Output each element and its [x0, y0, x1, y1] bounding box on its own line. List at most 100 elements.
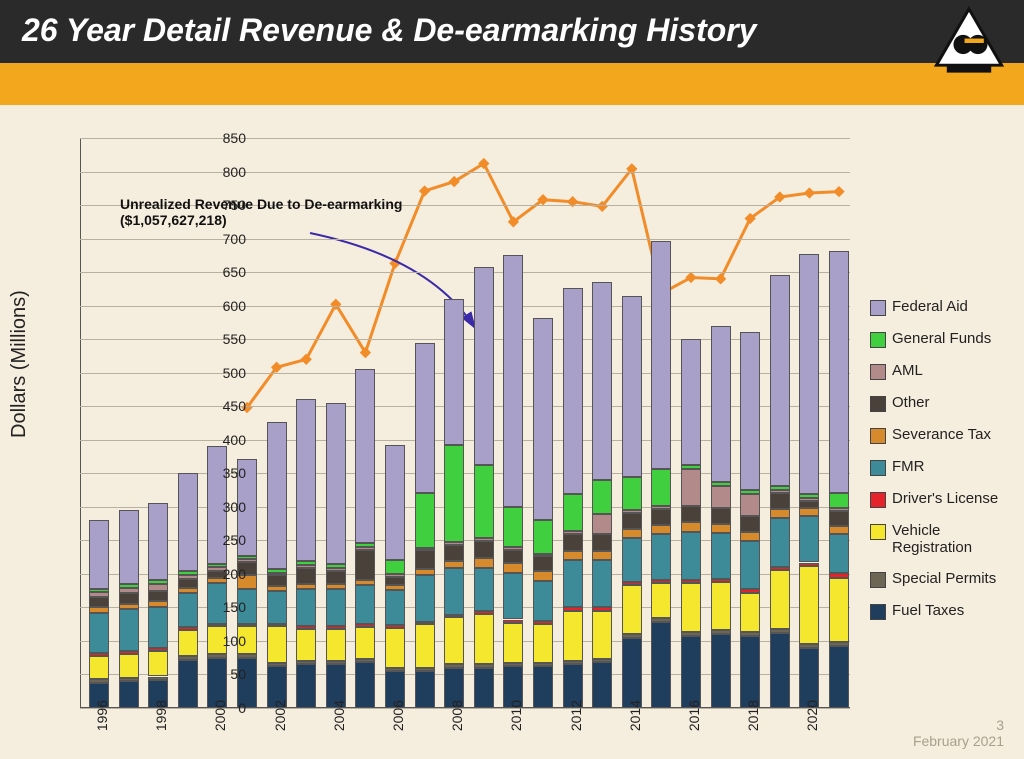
seg-general_funds — [267, 569, 287, 572]
seg-special_permits — [237, 654, 257, 657]
seg-federal_aid — [740, 332, 760, 490]
seg-general_funds — [592, 480, 612, 514]
seg-severance — [178, 588, 198, 593]
seg-fuel_taxes — [770, 633, 790, 708]
seg-special_permits — [178, 656, 198, 659]
seg-vehicle_reg — [770, 570, 790, 629]
x-tick-label: 1998 — [153, 700, 169, 731]
legend-swatch-icon — [870, 428, 886, 444]
seg-general_funds — [148, 580, 168, 584]
x-tick-label: 2000 — [212, 700, 228, 731]
seg-other — [711, 508, 731, 524]
x-tick-label: 2018 — [745, 700, 761, 731]
annotation-line1: Unrealized Revenue Due to De-earmarking — [120, 196, 402, 212]
gridline — [80, 138, 850, 139]
seg-fuel_taxes — [355, 662, 375, 708]
seg-aml — [237, 559, 257, 562]
legend-swatch-icon — [870, 604, 886, 620]
seg-special_permits — [799, 644, 819, 648]
seg-general_funds — [237, 556, 257, 559]
seg-aml — [326, 568, 346, 571]
seg-vehicle_reg — [622, 585, 642, 633]
seg-special_permits — [651, 618, 671, 622]
seg-federal_aid — [355, 369, 375, 543]
y-tick-label: 800 — [223, 164, 246, 180]
seg-other — [385, 577, 405, 585]
seg-drivers_license — [474, 611, 494, 614]
seg-drivers_license — [681, 580, 701, 583]
seg-vehicle_reg — [89, 656, 109, 679]
y-tick-label: 250 — [223, 532, 246, 548]
seg-fuel_taxes — [829, 646, 849, 708]
seg-drivers_license — [119, 651, 139, 654]
seg-other — [563, 534, 583, 551]
seg-drivers_license — [651, 580, 671, 583]
gridline — [80, 306, 850, 307]
seg-fmr — [267, 591, 287, 623]
legend-item-federal_aid: Federal Aid — [870, 298, 1020, 316]
seg-vehicle_reg — [296, 629, 316, 661]
seg-federal_aid — [681, 339, 701, 465]
seg-fuel_taxes — [592, 662, 612, 708]
seg-other — [503, 550, 523, 563]
seg-federal_aid — [119, 510, 139, 584]
seg-aml — [740, 494, 760, 515]
seg-general_funds — [622, 477, 642, 511]
seg-federal_aid — [592, 282, 612, 480]
legend-item-aml: AML — [870, 362, 1020, 380]
seg-fuel_taxes — [799, 648, 819, 708]
gridline — [80, 272, 850, 273]
seg-federal_aid — [770, 275, 790, 486]
seg-fuel_taxes — [622, 638, 642, 708]
seg-special_permits — [829, 642, 849, 646]
seg-aml — [119, 588, 139, 593]
seg-severance — [592, 551, 612, 560]
seg-general_funds — [740, 490, 760, 494]
seg-federal_aid — [385, 445, 405, 560]
seg-other — [267, 575, 287, 586]
seg-federal_aid — [622, 296, 642, 477]
seg-general_funds — [474, 465, 494, 539]
seg-aml — [178, 575, 198, 579]
seg-other — [148, 591, 168, 602]
seg-federal_aid — [563, 288, 583, 495]
seg-federal_aid — [326, 403, 346, 564]
seg-other — [474, 541, 494, 558]
seg-general_funds — [119, 584, 139, 588]
y-tick-label: 550 — [223, 331, 246, 347]
legend-swatch-icon — [870, 524, 886, 540]
seg-fuel_taxes — [119, 681, 139, 708]
seg-fmr — [89, 613, 109, 653]
seg-drivers_license — [355, 624, 375, 627]
seg-general_funds — [355, 543, 375, 547]
footer-date: February 2021 — [913, 733, 1004, 749]
seg-fmr — [770, 518, 790, 566]
seg-vehicle_reg — [444, 617, 464, 664]
seg-general_funds — [444, 445, 464, 542]
seg-other — [651, 509, 671, 525]
seg-severance — [296, 584, 316, 589]
gridline — [80, 339, 850, 340]
seg-vehicle_reg — [711, 582, 731, 630]
seg-drivers_license — [415, 622, 435, 625]
page-number: 3 — [913, 717, 1004, 733]
y-tick-label: 850 — [223, 130, 246, 146]
seg-severance — [770, 509, 790, 518]
seg-fmr — [622, 538, 642, 582]
seg-general_funds — [533, 520, 553, 554]
wydot-logo-icon — [932, 6, 1006, 80]
seg-fmr — [592, 560, 612, 607]
footer-note: 3 February 2021 — [913, 717, 1004, 749]
y-tick-label: 450 — [223, 398, 246, 414]
seg-vehicle_reg — [148, 651, 168, 676]
seg-other — [326, 571, 346, 584]
seg-federal_aid — [651, 241, 671, 469]
seg-general_funds — [178, 571, 198, 575]
y-tick-label: 650 — [223, 264, 246, 280]
seg-other — [296, 568, 316, 584]
chart-container: Dollars (Millions) 199619982000200220042… — [0, 108, 1024, 759]
seg-vehicle_reg — [681, 583, 701, 631]
gridline — [80, 708, 850, 709]
seg-drivers_license — [622, 582, 642, 585]
seg-aml — [592, 514, 612, 534]
